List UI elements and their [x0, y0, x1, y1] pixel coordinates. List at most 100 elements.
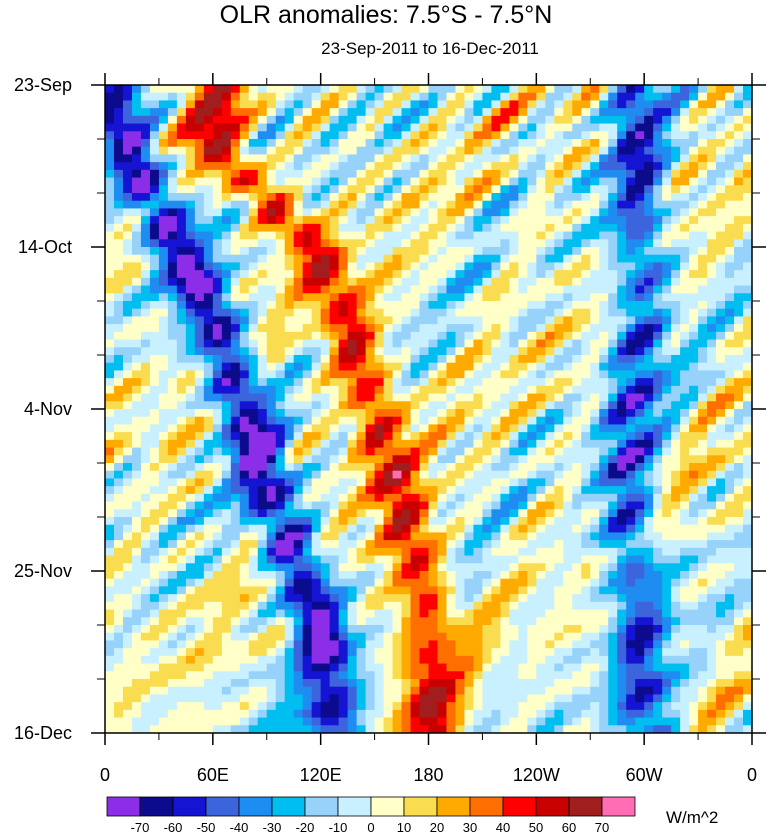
heatmap-cell: [230, 262, 241, 271]
heatmap-cell: [105, 270, 115, 279]
heatmap-cell: [257, 432, 268, 441]
heatmap-cell: [491, 316, 501, 325]
heatmap-cell: [365, 262, 376, 271]
heatmap-cell: [473, 555, 484, 564]
heatmap-cell: [689, 154, 699, 163]
heatmap-cell: [500, 455, 510, 464]
heatmap-cell: [464, 115, 475, 125]
heatmap-cell: [455, 532, 466, 541]
heatmap-cell: [581, 85, 591, 94]
heatmap-cell: [599, 385, 609, 395]
heatmap-cell: [302, 185, 313, 194]
heatmap-cell: [185, 540, 196, 549]
heatmap-cell: [185, 270, 196, 279]
heatmap-cell: [572, 177, 582, 186]
heatmap-cell: [536, 185, 546, 194]
heatmap-cell: [158, 455, 169, 464]
heatmap-cell: [518, 401, 528, 410]
heatmap-cell: [482, 100, 493, 109]
heatmap-cell: [284, 154, 295, 163]
heatmap-cell: [545, 409, 555, 418]
heatmap-cell: [509, 555, 519, 564]
heatmap-cell: [446, 154, 457, 163]
heatmap-cell: [482, 370, 493, 379]
heatmap-cell: [248, 339, 259, 348]
heatmap-cell: [473, 146, 484, 156]
heatmap-cell: [482, 432, 493, 441]
heatmap-cell: [581, 370, 591, 379]
heatmap-cell: [590, 162, 600, 171]
heatmap-cell: [140, 424, 151, 433]
heatmap-cell: [428, 185, 439, 194]
heatmap-cell: [644, 501, 654, 510]
heatmap-cell: [599, 439, 609, 449]
heatmap-cell: [590, 223, 600, 233]
heatmap-cell: [239, 416, 250, 426]
heatmap-cell: [311, 108, 322, 117]
heatmap-cell: [455, 594, 466, 603]
heatmap-cell: [167, 463, 178, 472]
heatmap-cell: [617, 200, 627, 210]
heatmap-cell: [563, 463, 573, 472]
heatmap-cell: [167, 571, 178, 580]
heatmap-cell: [473, 100, 484, 109]
heatmap-cell: [221, 409, 232, 418]
heatmap-cell: [527, 517, 537, 526]
heatmap-cell: [527, 200, 537, 210]
heatmap-cell: [221, 617, 232, 626]
heatmap-cell: [311, 362, 322, 372]
heatmap-cell: [617, 316, 627, 325]
heatmap-cell: [707, 146, 717, 156]
heatmap-cell: [419, 216, 430, 225]
heatmap-cell: [680, 609, 690, 618]
heatmap-cell: [302, 193, 313, 202]
heatmap-cell: [140, 393, 151, 402]
heatmap-cell: [509, 154, 519, 163]
heatmap-cell: [158, 301, 169, 310]
heatmap-cell: [347, 617, 358, 626]
heatmap-cell: [365, 254, 376, 264]
heatmap-cell: [194, 393, 205, 402]
heatmap-cell: [626, 92, 636, 102]
heatmap-cell: [545, 115, 555, 125]
heatmap-cell: [383, 324, 394, 333]
heatmap-cell: [554, 131, 564, 140]
heatmap-cell: [473, 578, 484, 588]
heatmap-cell: [176, 324, 187, 333]
heatmap-cell: [257, 254, 268, 264]
heatmap-cell: [293, 463, 304, 472]
heatmap-cell: [257, 486, 268, 495]
heatmap-cell: [572, 540, 582, 549]
heatmap-cell: [626, 424, 636, 433]
heatmap-cell: [716, 362, 726, 372]
heatmap-cell: [302, 293, 313, 302]
heatmap-cell: [266, 154, 277, 163]
heatmap-cell: [365, 493, 376, 503]
heatmap-cell: [491, 463, 501, 472]
heatmap-cell: [392, 517, 403, 526]
heatmap-cell: [419, 162, 430, 171]
heatmap-cell: [419, 378, 430, 387]
heatmap-cell: [203, 139, 214, 148]
heatmap-cell: [356, 285, 367, 294]
heatmap-cell: [491, 401, 501, 410]
heatmap-cell: [113, 139, 124, 148]
heatmap-cell: [428, 378, 439, 387]
heatmap-cell: [446, 339, 457, 348]
heatmap-cell: [653, 455, 663, 464]
heatmap-cell: [446, 131, 457, 140]
heatmap-cell: [437, 601, 448, 611]
heatmap-cell: [167, 470, 178, 480]
heatmap-cell: [356, 385, 367, 395]
heatmap-cell: [734, 316, 744, 325]
heatmap-cell: [581, 478, 591, 487]
heatmap-cell: [599, 478, 609, 487]
heatmap-cell: [428, 509, 439, 518]
heatmap-cell: [653, 293, 663, 302]
heatmap-cell: [644, 486, 654, 495]
heatmap-cell: [131, 455, 142, 464]
heatmap-cell: [122, 385, 133, 395]
heatmap-cell: [671, 169, 681, 179]
heatmap-cell: [734, 586, 744, 595]
heatmap-cell: [284, 301, 295, 310]
